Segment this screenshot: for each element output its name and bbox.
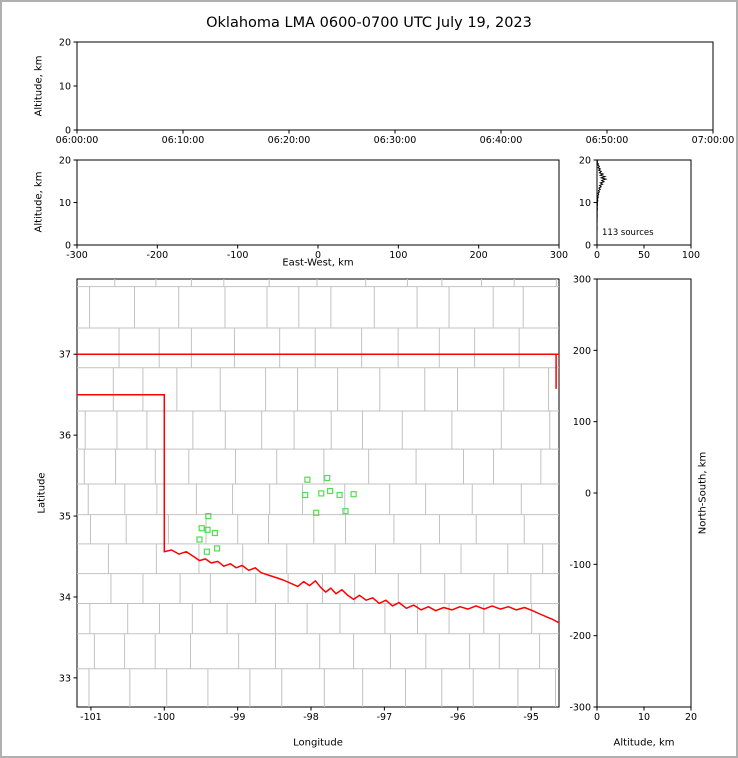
lightning-source-marker — [211, 529, 218, 537]
county-boundaries — [77, 279, 559, 707]
y-tick-label: 20 — [59, 38, 71, 49]
y-axis-label-ew-panel: Altitude, km — [33, 171, 45, 233]
x-tick-label: 0 — [594, 250, 600, 261]
y-tick-label: 20 — [59, 156, 71, 167]
lightning-source-marker — [203, 548, 210, 555]
altitude-histogram-trace — [596, 159, 608, 245]
y-tick-label: -200 — [569, 631, 591, 642]
x-tick-label: 200 — [470, 250, 488, 261]
lightning-source-marker — [327, 487, 334, 495]
panel-altitude-vs-east-west: -300 -200 -100 0 100 200 300 0 10 20 — [59, 156, 568, 262]
y-axis-label-map: Latitude — [36, 472, 48, 514]
panel-altitude-vs-time: 06:00:00 06:10:00 06:20:00 06:30:00 06:40:00… — [56, 38, 735, 147]
figure-title: Oklahoma LMA 0600-0700 UTC July 19, 2023 — [206, 15, 532, 31]
y-tick-label: 0 — [65, 126, 71, 137]
lightning-source-marker — [313, 509, 320, 516]
x-tick-label: -99 — [230, 712, 246, 723]
state-boundary-segment — [163, 549, 559, 624]
y-tick-label: 100 — [573, 417, 591, 428]
y-tick-label: 10 — [59, 198, 71, 209]
axes-box — [76, 159, 560, 246]
x-tick-label: -100 — [154, 712, 176, 723]
lightning-source-marker — [214, 545, 221, 552]
x-tick-label: 10 — [638, 712, 650, 723]
y-tick-label: 200 — [573, 346, 591, 357]
panel-north-south-vs-altitude: 0 10 20 -300 -200 -100 0 100 200 300 — [569, 275, 697, 724]
lightning-source-marker — [205, 513, 212, 520]
x-tick-label: 06:20:00 — [268, 135, 311, 146]
x-tick-label: 100 — [389, 250, 407, 261]
x-tick-label: 20 — [685, 712, 697, 723]
y-tick-label: -300 — [569, 703, 591, 714]
x-tick-label: 06:50:00 — [586, 135, 629, 146]
state-boundary — [77, 353, 559, 624]
x-tick-label: -200 — [147, 250, 169, 261]
lightning-source-marker — [198, 525, 205, 532]
lightning-source-marker — [342, 508, 349, 515]
x-tick-label: -96 — [450, 712, 466, 723]
x-tick-label: -95 — [523, 712, 539, 723]
y-tick-label: 10 — [579, 198, 591, 209]
x-tick-label: 50 — [638, 250, 650, 261]
lightning-source-marker — [336, 491, 343, 499]
y-tick-label: 0 — [585, 489, 591, 500]
y-tick-label: 34 — [59, 592, 71, 603]
source-count-annotation: 113 sources — [602, 228, 654, 238]
y-tick-label: -100 — [569, 560, 591, 571]
axes-box — [76, 41, 714, 131]
y-tick-label: 33 — [59, 673, 71, 684]
y-tick-label: 0 — [65, 241, 71, 252]
panel-source-count-vs-altitude: 0 50 100 0 10 20 — [579, 156, 700, 262]
x-tick-label: 06:10:00 — [162, 135, 205, 146]
x-tick-label: -300 — [66, 250, 88, 261]
y-tick-label: 10 — [59, 82, 71, 93]
x-tick-label: 100 — [682, 250, 700, 261]
x-tick-label: 06:30:00 — [374, 135, 417, 146]
x-axis-label-map: Longitude — [293, 737, 343, 749]
lightning-source-marker — [196, 536, 203, 543]
axes-box — [596, 278, 692, 708]
x-tick-label: 07:00:00 — [692, 135, 735, 146]
x-tick-label: 06:00:00 — [56, 135, 99, 146]
lightning-source-marker — [350, 491, 357, 498]
y-tick-label: 36 — [59, 431, 71, 442]
lightning-source-marker — [304, 476, 311, 483]
x-tick-label: -100 — [227, 250, 249, 261]
lightning-source-marker — [204, 526, 211, 533]
y-tick-label: 20 — [579, 156, 591, 167]
x-tick-label: -98 — [303, 712, 319, 723]
panel-plan-view-map: -101 -100 -99 -98 -97 -96 -95 33 34 35 36 37 — [59, 278, 560, 723]
x-axis-label-ew-panel: East-West, km — [282, 257, 354, 269]
x-tick-label: 300 — [550, 250, 568, 261]
y-axis-label-time-panel: Altitude, km — [33, 55, 45, 117]
x-axis-label-ns-panel: Altitude, km — [613, 737, 675, 749]
lightning-sources — [196, 474, 357, 555]
x-tick-label: -97 — [377, 712, 393, 723]
y-tick-label: 300 — [573, 275, 591, 286]
axes-box — [76, 278, 560, 708]
x-tick-label: -101 — [80, 712, 102, 723]
lightning-source-marker — [318, 490, 325, 497]
y-axis-label-ns-panel: North-South, km — [697, 451, 709, 535]
lightning-source-marker — [302, 491, 309, 499]
x-tick-label: 0 — [594, 712, 600, 723]
y-tick-label: 37 — [59, 350, 71, 361]
y-tick-label: 0 — [585, 241, 591, 252]
x-tick-label: 0 — [315, 250, 321, 261]
y-tick-label: 35 — [59, 512, 71, 523]
lightning-source-marker — [324, 474, 331, 482]
x-tick-label: 06:40:00 — [480, 135, 523, 146]
